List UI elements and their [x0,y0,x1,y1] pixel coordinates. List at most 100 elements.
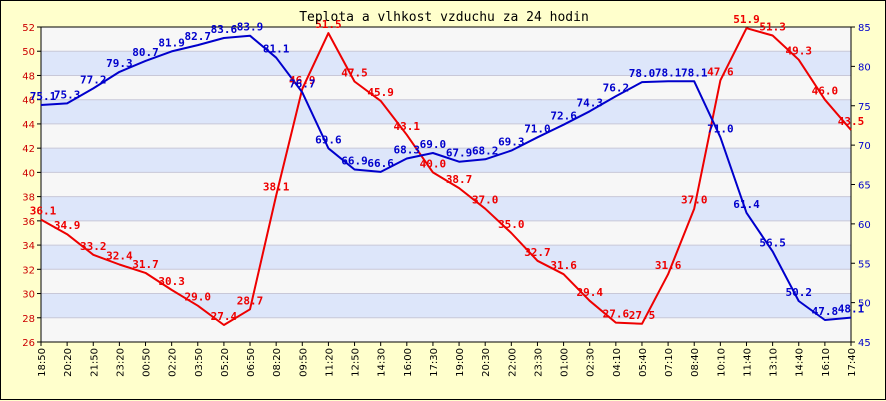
x-tick-label: 05:40 [638,348,649,377]
series-lines [40,27,852,326]
left-tick-label: 50 [22,47,35,58]
x-tick-label: 16:10 [821,348,832,377]
plot-band [41,148,851,173]
data-label: 31.6 [550,259,577,272]
data-label: 29.4 [576,286,603,299]
plot-band [41,196,851,221]
x-tick-label: 02:30 [586,348,597,377]
data-label: 37.0 [681,194,708,207]
plot-bands [41,27,851,342]
left-tick-label: 32 [22,265,35,276]
data-label: 43.5 [838,115,865,128]
data-label: 81.1 [263,43,290,56]
plot-band [41,99,851,124]
x-tick-label: 09:50 [298,348,309,377]
x-tick-label: 17:30 [429,348,440,377]
left-tick-label: 44 [22,120,35,131]
x-tick-label: 05:20 [220,348,231,377]
plot-band [41,317,851,342]
data-label: 80.7 [132,46,159,59]
plot-band [41,245,851,270]
left-tick-label: 36 [22,217,35,228]
data-label: 38.1 [263,180,290,193]
data-label: 83.6 [211,23,238,36]
right-tick-label: 50 [858,299,871,310]
data-label: 71.0 [707,122,734,135]
data-label: 75.1 [30,90,57,103]
left-tick-label: 34 [22,241,35,252]
data-label: 82.7 [185,30,212,43]
x-tick-label: 01:00 [560,348,571,377]
data-label: 68.2 [472,144,499,157]
x-tick-label: 02:20 [168,348,179,377]
data-label: 32.4 [106,249,133,262]
x-tick-label: 21:50 [89,348,100,377]
series-line [40,27,852,326]
data-label: 51.9 [733,13,760,26]
data-label: 76.7 [289,77,316,90]
data-label: 78.1 [681,66,708,79]
left-tick-label: 26 [22,338,35,349]
x-tick-label: 20:20 [63,348,74,377]
data-label: 81.9 [158,36,185,49]
x-tick-label: 11:20 [324,348,335,377]
x-tick-label: 23:20 [115,348,126,377]
x-tick-label: 23:30 [533,348,544,377]
plot-band [41,172,851,197]
data-label: 51.5 [315,18,342,31]
data-label: 66.9 [341,155,368,168]
left-tick-label: 38 [22,193,35,204]
data-label: 83.9 [237,21,264,34]
data-label: 74.3 [576,96,603,109]
data-label: 67.9 [446,147,473,160]
data-label: 61.4 [733,198,760,211]
right-tick-label: 55 [858,259,871,270]
data-label: 47.5 [341,67,368,80]
data-label: 49.3 [785,45,812,58]
x-tick-label: 04:10 [612,348,623,377]
x-tick-label: 06:50 [246,348,257,377]
right-tick-label: 60 [858,220,871,231]
x-tick-label: 18:50 [37,348,48,377]
x-tick-label: 11:40 [742,348,753,377]
data-label: 75.3 [54,88,81,101]
x-tick-label: 10:10 [716,348,727,377]
data-label: 46.0 [812,85,839,98]
x-tick-label: 14:30 [377,348,388,377]
x-tick-label: 03:50 [194,348,205,377]
left-tick-label: 42 [22,144,35,155]
plot-band [41,269,851,294]
data-label: 56.5 [759,236,786,249]
left-tick-label: 28 [22,314,35,325]
plot-band [41,27,851,52]
data-label: 45.9 [367,86,394,99]
data-label: 37.0 [472,194,499,207]
data-label: 78.0 [629,67,656,80]
data-label: 29.0 [185,291,212,304]
data-label: 27.4 [211,310,238,323]
data-label: 77.2 [80,73,107,86]
x-tick-label: 22:00 [507,348,518,377]
data-label: 47.8 [812,305,839,318]
right-tick-label: 65 [858,181,871,192]
left-tick-label: 46 [22,96,35,107]
data-label: 69.3 [498,136,525,149]
axes: 26 28 30 32 34 36 38 40 42 44 46 48 50 52 45 50 55 60 65 70… [22,23,870,377]
data-label: 72.6 [550,110,577,123]
data-label: 40.0 [420,157,447,170]
x-tick-label: 08:40 [690,348,701,377]
right-tick-label: 70 [858,141,871,152]
data-label: 47.6 [707,65,734,78]
data-label: 33.2 [80,240,107,253]
data-label: 51.3 [759,20,786,33]
left-tick-label: 40 [22,168,35,179]
chart-title: Teplota a vlhkost vzduchu za 24 hodin [299,10,589,25]
right-tick-label: 75 [858,102,871,113]
data-label: 69.0 [420,138,447,151]
x-tick-label: 08:20 [272,348,283,377]
data-label: 27.6 [603,308,630,321]
data-label: 48.1 [838,303,865,316]
left-tick-label: 48 [22,71,35,82]
series-line [40,34,852,321]
